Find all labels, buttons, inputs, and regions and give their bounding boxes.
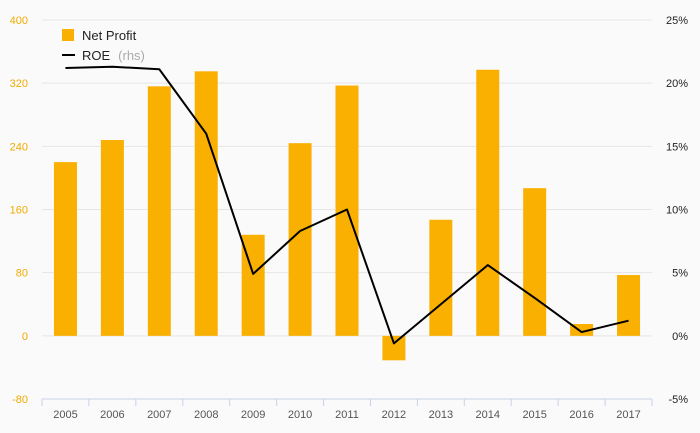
legend-label-net-profit: Net Profit xyxy=(82,28,137,43)
right-tick-label: 0% xyxy=(672,331,688,343)
left-tick-label: 0 xyxy=(22,331,28,343)
x-axis: 2005 2006 2007 2008 2009 2010 2011 2012 2013 2014… xyxy=(41,398,653,421)
left-tick-label: 160 xyxy=(10,205,28,217)
legend: Net Profit ROE (rhs) xyxy=(62,28,145,64)
legend-label-roe: ROE xyxy=(82,48,111,63)
net-profit-bar xyxy=(382,335,406,361)
net-profit-bars xyxy=(53,69,641,361)
left-tick-label: 320 xyxy=(10,78,28,90)
legend-label-roe-wrap: ROE (rhs) xyxy=(82,47,145,64)
x-tick-label: 2015 xyxy=(522,409,546,421)
right-tick-label: 20% xyxy=(666,78,688,90)
x-tick-label: 2010 xyxy=(288,409,312,421)
right-tick-label: 5% xyxy=(672,268,688,280)
net-profit-bar xyxy=(288,143,312,336)
x-tick-label: 2014 xyxy=(476,409,500,421)
net-profit-bar xyxy=(147,86,171,336)
net-profit-bar xyxy=(53,162,77,336)
net-profit-bar xyxy=(194,71,218,336)
net-profit-bar xyxy=(570,323,594,336)
left-tick-label: -80 xyxy=(12,394,28,406)
roe-line xyxy=(65,65,629,345)
x-tick-label: 2016 xyxy=(569,409,593,421)
x-tick-label: 2008 xyxy=(194,409,218,421)
left-tick-label: 240 xyxy=(10,141,28,153)
net-profit-bar xyxy=(476,69,500,336)
net-profit-bar xyxy=(523,188,547,336)
right-tick-label: 15% xyxy=(666,141,688,153)
left-axis: -80 0 80 160 240 320 400 xyxy=(10,15,28,406)
legend-swatch-net-profit xyxy=(62,29,74,41)
x-tick-label: 2006 xyxy=(100,409,124,421)
right-axis: -5% 0% 5% 10% 15% 20% 25% xyxy=(666,15,688,406)
right-tick-label: 25% xyxy=(666,15,688,27)
net-profit-bar xyxy=(429,219,453,336)
net-profit-bar xyxy=(617,275,641,336)
right-tick-label: -5% xyxy=(668,394,688,406)
net-profit-bar xyxy=(241,234,265,336)
roe-line-series xyxy=(65,65,629,345)
x-tick-label: 2017 xyxy=(616,409,640,421)
left-tick-label: 400 xyxy=(10,15,28,27)
legend-label-roe-suffix: (rhs) xyxy=(118,48,145,63)
net-profit-bar xyxy=(100,140,124,336)
x-tick-label: 2005 xyxy=(53,409,77,421)
right-tick-label: 10% xyxy=(666,205,688,217)
x-tick-label: 2007 xyxy=(147,409,171,421)
x-tick-label: 2012 xyxy=(382,409,406,421)
x-tick-label: 2011 xyxy=(335,409,359,421)
x-tick-label: 2013 xyxy=(429,409,453,421)
left-tick-label: 80 xyxy=(16,268,28,280)
x-tick-label: 2009 xyxy=(241,409,265,421)
